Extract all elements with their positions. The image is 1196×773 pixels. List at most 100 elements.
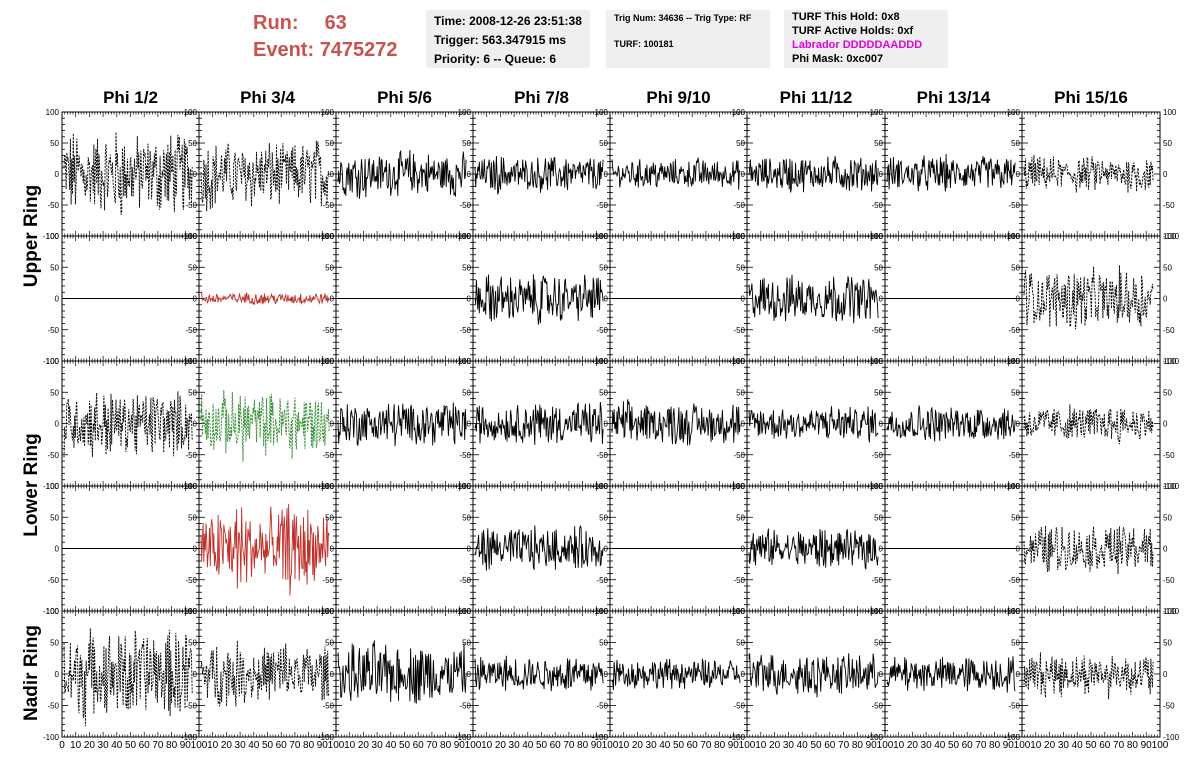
panel-r5-c5 bbox=[610, 611, 747, 737]
y-tick-label: 50 bbox=[188, 263, 197, 272]
x-tick-label: 100 bbox=[1014, 740, 1031, 751]
y-tick-label: 0 bbox=[55, 295, 60, 304]
y-tick-label: -50 bbox=[459, 702, 471, 711]
y-tick-label: -50 bbox=[459, 201, 471, 210]
x-tick-label: 60 bbox=[687, 740, 699, 751]
y-tick-label: -50 bbox=[596, 702, 608, 711]
x-tick-label: 10 bbox=[755, 740, 767, 751]
x-tick-label: 50 bbox=[536, 740, 548, 751]
y-tick-label: 50 bbox=[50, 388, 59, 397]
x-tick-label: 90 bbox=[1003, 740, 1015, 751]
y-tick-label: 50 bbox=[1163, 513, 1172, 522]
x-tick-label: 30 bbox=[509, 740, 521, 751]
y-tick-label: 0 bbox=[741, 670, 746, 679]
y-tick-label: -50 bbox=[596, 576, 608, 585]
y-tick-label: 100 bbox=[321, 232, 335, 241]
waveform-r5-c1 bbox=[64, 628, 192, 726]
x-tick-label: 20 bbox=[358, 740, 370, 751]
y-tick-label: 50 bbox=[462, 639, 471, 648]
y-tick-label: 0 bbox=[741, 170, 746, 179]
panel-r3-c8 bbox=[1022, 361, 1160, 486]
panel-r4-c3 bbox=[336, 486, 473, 611]
y-tick-label: 0 bbox=[1163, 295, 1168, 304]
y-tick-label: 100 bbox=[1163, 108, 1177, 117]
y-tick-label: 100 bbox=[732, 108, 746, 117]
y-tick-label: 0 bbox=[1016, 545, 1021, 554]
y-tick-label: 0 bbox=[193, 295, 198, 304]
y-tick-label: -50 bbox=[322, 576, 334, 585]
y-tick-label: 0 bbox=[330, 670, 335, 679]
y-tick-label: 50 bbox=[1163, 639, 1172, 648]
x-tick-label: 100 bbox=[1152, 740, 1169, 751]
y-tick-label: 50 bbox=[736, 263, 745, 272]
x-tick-label: 20 bbox=[1044, 740, 1056, 751]
y-tick-label: 50 bbox=[874, 513, 883, 522]
y-tick-label: 50 bbox=[188, 388, 197, 397]
y-tick-label: 50 bbox=[599, 513, 608, 522]
y-tick-label: -50 bbox=[1008, 451, 1020, 460]
waveform-r1-c2 bbox=[201, 141, 329, 212]
y-tick-label: 100 bbox=[595, 482, 609, 491]
y-tick-label: -50 bbox=[459, 576, 471, 585]
y-tick-label: 100 bbox=[184, 108, 198, 117]
x-tick-label: 20 bbox=[221, 740, 233, 751]
y-tick-label: 0 bbox=[467, 545, 472, 554]
x-tick-label: 100 bbox=[602, 740, 619, 751]
panel-r1-c2 bbox=[199, 112, 336, 236]
panel-r1-c4 bbox=[473, 112, 610, 236]
y-tick-label: 100 bbox=[1007, 357, 1021, 366]
x-tick-label: 50 bbox=[262, 740, 274, 751]
y-tick-label: 100 bbox=[321, 108, 335, 117]
x-tick-label: 60 bbox=[139, 740, 151, 751]
y-tick-label: -50 bbox=[1163, 576, 1175, 585]
y-tick-label: 50 bbox=[1011, 388, 1020, 397]
y-tick-label: 50 bbox=[325, 139, 334, 148]
y-tick-label: 0 bbox=[55, 170, 60, 179]
waveform-r5-c8 bbox=[1024, 652, 1153, 699]
x-tick-label: 80 bbox=[1127, 740, 1139, 751]
waveform-r3-c4 bbox=[475, 402, 603, 445]
x-tick-label: 10 bbox=[1030, 740, 1042, 751]
y-tick-label: 100 bbox=[458, 357, 472, 366]
panel-r4-c6 bbox=[747, 486, 885, 611]
y-tick-label: 0 bbox=[330, 170, 335, 179]
waveform-r3-c8 bbox=[1024, 404, 1153, 444]
y-tick-label: 100 bbox=[321, 482, 335, 491]
y-tick-label: 0 bbox=[330, 420, 335, 429]
y-tick-label: 0 bbox=[1016, 295, 1021, 304]
y-tick-label: -50 bbox=[459, 326, 471, 335]
waveform-r5-c3 bbox=[338, 640, 466, 703]
panel-r5-c6 bbox=[747, 611, 885, 737]
y-tick-label: 0 bbox=[879, 670, 884, 679]
y-tick-label: 100 bbox=[321, 357, 335, 366]
y-tick-label: 0 bbox=[604, 170, 609, 179]
y-tick-label: 50 bbox=[50, 513, 59, 522]
x-tick-label: 30 bbox=[921, 740, 933, 751]
y-tick-label: 0 bbox=[1163, 545, 1168, 554]
panel-r5-c7 bbox=[885, 611, 1022, 737]
y-tick-label: 100 bbox=[458, 108, 472, 117]
x-tick-label: 80 bbox=[714, 740, 726, 751]
x-tick-label: 100 bbox=[739, 740, 756, 751]
x-tick-label: 20 bbox=[907, 740, 919, 751]
waveform-r3-c2 bbox=[201, 390, 329, 462]
x-tick-label: 70 bbox=[289, 740, 301, 751]
waveform-r5-c4 bbox=[475, 656, 603, 691]
y-tick-label: 50 bbox=[1011, 639, 1020, 648]
y-tick-label: 50 bbox=[599, 263, 608, 272]
panel-r2-c7 bbox=[885, 236, 1022, 361]
y-tick-label: 100 bbox=[870, 357, 884, 366]
y-tick-label: 50 bbox=[736, 639, 745, 648]
y-tick-label: 0 bbox=[741, 420, 746, 429]
y-tick-label: 50 bbox=[874, 139, 883, 148]
x-tick-label: 90 bbox=[591, 740, 603, 751]
y-tick-label: 50 bbox=[188, 139, 197, 148]
panel-r2-c2 bbox=[199, 236, 336, 361]
y-tick-label: 100 bbox=[184, 482, 198, 491]
panel-r4-c4 bbox=[473, 486, 610, 611]
x-tick-label: 30 bbox=[646, 740, 658, 751]
waveform-r3-c7 bbox=[887, 406, 1015, 442]
y-tick-label: 0 bbox=[604, 670, 609, 679]
y-tick-label: 50 bbox=[50, 139, 59, 148]
panel-r2-c5 bbox=[610, 236, 747, 361]
